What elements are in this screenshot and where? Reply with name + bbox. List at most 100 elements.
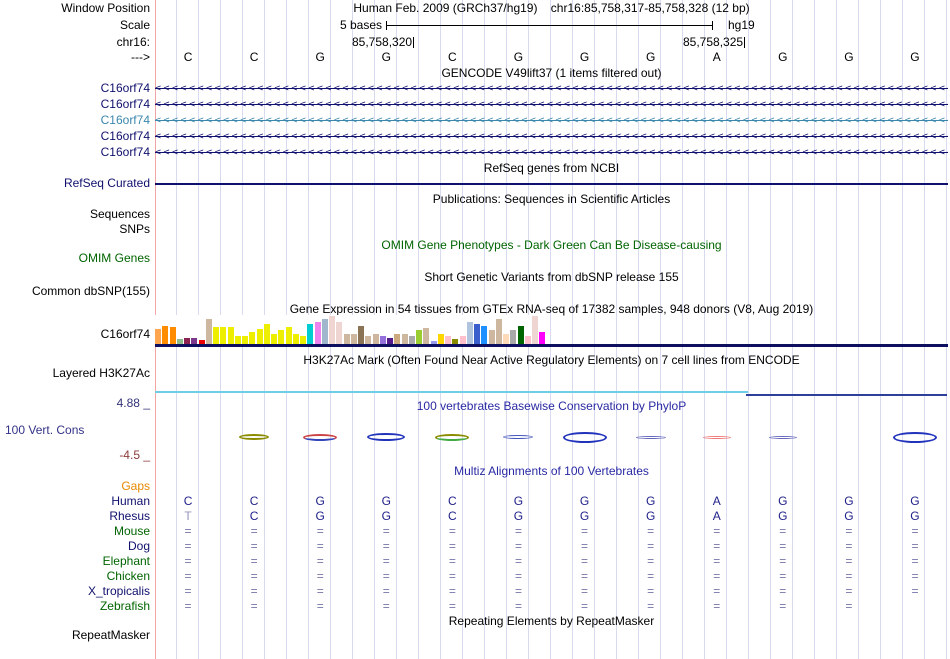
gtex-tissue-bar[interactable] xyxy=(285,327,292,344)
species-label[interactable]: Gaps xyxy=(121,479,150,493)
conservation-glyph[interactable] xyxy=(892,431,937,443)
gtex-tissue-bar[interactable] xyxy=(256,329,263,344)
gtex-tissue-bar[interactable] xyxy=(162,326,169,344)
gtex-tissue-bar[interactable] xyxy=(292,334,299,344)
gtex-tissue-bar[interactable] xyxy=(198,340,205,344)
species-label[interactable]: Human xyxy=(111,494,150,508)
conservation-glyph[interactable] xyxy=(702,435,731,439)
gtex-tissue-bar[interactable] xyxy=(184,338,190,344)
gtex-tissue-bar[interactable] xyxy=(452,339,459,344)
conservation-glyph[interactable] xyxy=(303,433,338,441)
h3k27ac-signal-right[interactable] xyxy=(746,394,947,396)
gene-name-label[interactable]: C16orf74 xyxy=(100,129,150,143)
strand-direction-label[interactable]: ---> xyxy=(131,50,150,64)
gtex-tissue-bar[interactable] xyxy=(249,332,256,344)
conservation-glyph[interactable] xyxy=(768,435,797,439)
gtex-tissue-bar[interactable] xyxy=(278,330,285,344)
gtex-tissue-bar[interactable] xyxy=(524,336,531,344)
gtex-tissue-bar[interactable] xyxy=(437,334,444,344)
gtex-tissue-bar[interactable] xyxy=(445,336,451,344)
gtex-tissue-bar[interactable] xyxy=(416,330,422,344)
gene-transcript-row[interactable]: <<<<<<<<<<<<<<<<<<<<<<<<<<<<<<<<<<<<<<<<… xyxy=(155,97,948,112)
gtex-tissue-bar[interactable] xyxy=(532,316,538,344)
snps-track-label[interactable]: SNPs xyxy=(119,222,150,236)
species-label[interactable]: Zebrafish xyxy=(99,599,150,613)
gtex-tissue-bar[interactable] xyxy=(495,319,502,344)
dbsnp-track-title: Short Genetic Variants from dbSNP releas… xyxy=(424,270,679,284)
repeatmasker-label[interactable]: RepeatMasker xyxy=(71,628,150,642)
species-label[interactable]: Dog xyxy=(127,539,150,553)
gene-name-label[interactable]: C16orf74 xyxy=(100,145,150,159)
gtex-tissue-bar[interactable] xyxy=(191,338,198,344)
gtex-tissue-bar[interactable] xyxy=(242,336,248,344)
gtex-gene-label[interactable]: C16orf74 xyxy=(100,327,150,341)
gtex-tissue-bar[interactable] xyxy=(271,334,277,344)
conservation-glyph[interactable] xyxy=(239,434,270,440)
gtex-tissue-bar[interactable] xyxy=(423,328,430,344)
gtex-tissue-bar[interactable] xyxy=(234,336,241,344)
gtex-tissue-bar[interactable] xyxy=(481,326,488,344)
gtex-tissue-bar[interactable] xyxy=(358,326,364,344)
species-label[interactable]: Mouse xyxy=(113,524,150,538)
common-dbsnp-label[interactable]: Common dbSNP(155) xyxy=(31,284,150,298)
gtex-tissue-bar[interactable] xyxy=(220,327,227,344)
gtex-tissue-bar[interactable] xyxy=(321,319,328,344)
gtex-tissue-bar[interactable] xyxy=(169,327,176,344)
sequences-track-label[interactable]: Sequences xyxy=(89,207,150,221)
conservation-glyph[interactable] xyxy=(367,433,406,441)
gtex-tissue-bar[interactable] xyxy=(539,332,546,344)
refseq-curated-label[interactable]: RefSeq Curated xyxy=(63,176,150,190)
gene-name-label[interactable]: C16orf74 xyxy=(100,97,150,111)
conservation-glyph[interactable] xyxy=(562,431,607,443)
conservation-glyph[interactable] xyxy=(503,435,534,439)
gtex-tissue-bar[interactable] xyxy=(307,324,314,344)
gtex-tissue-bar[interactable] xyxy=(503,334,509,344)
gtex-tissue-bar[interactable] xyxy=(213,327,219,344)
vert-cons-label[interactable]: 100 Vert. Cons xyxy=(5,423,85,437)
gtex-tissue-bar[interactable] xyxy=(329,316,335,344)
gtex-tissue-bar[interactable] xyxy=(459,336,466,344)
h3k27ac-signal-left[interactable] xyxy=(155,391,748,393)
species-label[interactable]: Elephant xyxy=(102,554,150,568)
gtex-tissue-bar[interactable] xyxy=(372,334,379,344)
gtex-tissue-bar[interactable] xyxy=(517,326,524,344)
gtex-tissue-bar[interactable] xyxy=(365,336,372,344)
gene-transcript-row[interactable]: <<<<<<<<<<<<<<<<<<<<<<<<<<<<<<<<<<<<<<<<… xyxy=(155,129,948,144)
gtex-tissue-bar[interactable] xyxy=(350,334,357,344)
gtex-tissue-bar[interactable] xyxy=(336,322,343,344)
omim-genes-label[interactable]: OMIM Genes xyxy=(78,251,150,265)
gtex-tissue-bar[interactable] xyxy=(379,336,386,344)
gtex-tissue-bar[interactable] xyxy=(155,329,161,344)
gtex-tissue-bar[interactable] xyxy=(510,330,517,344)
gtex-tissue-bar[interactable] xyxy=(263,324,270,344)
gtex-tissue-bar[interactable] xyxy=(474,324,480,344)
refseq-gene-bar[interactable] xyxy=(155,183,948,185)
gene-transcript-row[interactable]: <<<<<<<<<<<<<<<<<<<<<<<<<<<<<<<<<<<<<<<<… xyxy=(155,113,948,128)
gene-name-label[interactable]: C16orf74 xyxy=(100,113,150,127)
gtex-tissue-bar[interactable] xyxy=(387,338,393,344)
species-label[interactable]: Chicken xyxy=(106,569,150,583)
alignment-cell: G xyxy=(778,494,788,508)
gtex-tissue-bar[interactable] xyxy=(430,341,437,344)
gene-transcript-row[interactable]: <<<<<<<<<<<<<<<<<<<<<<<<<<<<<<<<<<<<<<<<… xyxy=(155,81,948,96)
gtex-tissue-bar[interactable] xyxy=(401,334,408,344)
gene-transcript-row[interactable]: <<<<<<<<<<<<<<<<<<<<<<<<<<<<<<<<<<<<<<<<… xyxy=(155,145,948,160)
gtex-tissue-bar[interactable] xyxy=(488,330,495,344)
species-label[interactable]: X_tropicalis xyxy=(87,584,150,598)
species-label[interactable]: Rhesus xyxy=(109,509,150,523)
gtex-tissue-bar[interactable] xyxy=(176,339,183,344)
gtex-tissue-bar[interactable] xyxy=(394,334,401,344)
gtex-tissue-bar[interactable] xyxy=(466,322,473,344)
alignment-cell: G xyxy=(579,509,590,523)
gtex-tissue-bar[interactable] xyxy=(314,322,321,344)
gtex-tissue-bar[interactable] xyxy=(227,327,234,344)
layered-h3k27ac-label[interactable]: Layered H3K27Ac xyxy=(52,366,150,380)
gtex-tissue-bar[interactable] xyxy=(343,334,350,344)
conservation-glyph[interactable] xyxy=(435,433,470,441)
gtex-tissue-bar[interactable] xyxy=(300,336,306,344)
gtex-tissue-bar[interactable] xyxy=(408,336,415,344)
gtex-tissue-bar[interactable] xyxy=(205,319,212,344)
conservation-glyph[interactable] xyxy=(635,435,666,439)
gene-name-label[interactable]: C16orf74 xyxy=(100,81,150,95)
